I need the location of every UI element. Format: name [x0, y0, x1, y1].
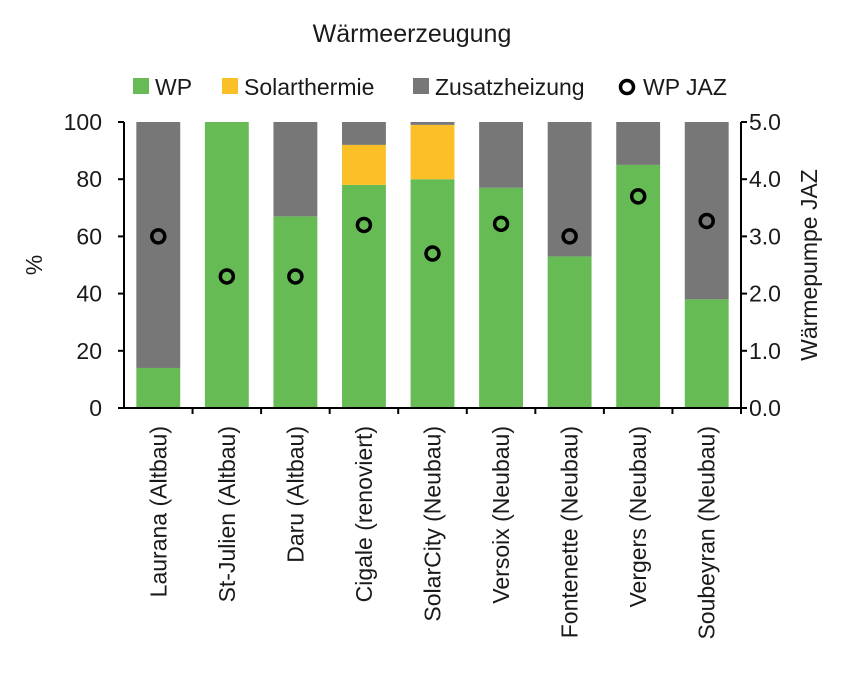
- left-tick-label: 60: [76, 223, 102, 249]
- bar-wp-vergers-neubau: [616, 164, 661, 408]
- legend: WP Solarthermie Zusatzheizung WP JAZ: [133, 74, 727, 100]
- bar-wp-st-julien-altbau: [204, 122, 249, 408]
- jaz-marker-laurana-altbau: [150, 228, 167, 245]
- jaz-marker-daru-altbau: [287, 268, 304, 285]
- right-axis-ticks: 0.0 1.0 2.0 3.0 4.0 5.0: [741, 109, 781, 421]
- left-tick-label: 0: [89, 395, 102, 421]
- y-axis-title-right: Wärmepumpe JAZ: [796, 169, 822, 361]
- legend-marker-wp-jaz-icon: [618, 78, 636, 96]
- bar-wp-soubeyran-neubau: [684, 299, 729, 408]
- bar-solarthermie-cigale-renoviert: [342, 144, 386, 185]
- legend-label-zusatzheizung: Zusatzheizung: [435, 74, 585, 100]
- x-tick-label-vergers-neubau: Vergers (Neubau): [625, 426, 651, 608]
- jaz-marker-fontenette-neubau: [561, 228, 578, 245]
- jaz-marker-soubeyran-neubau: [698, 212, 715, 230]
- left-axis-ticks: 0 20 40 60 80 100: [64, 109, 124, 421]
- bar-wp-solarcity-neubau: [410, 179, 455, 408]
- bar-wp-versoix-neubau: [479, 187, 523, 408]
- legend-item-wp-jaz: WP JAZ: [618, 74, 727, 100]
- chart-title: Wärmeerzeugung: [313, 20, 512, 48]
- right-tick-label: 2.0: [749, 281, 781, 307]
- right-tick-label: 4.0: [749, 166, 781, 192]
- legend-swatch-solarthermie: [222, 78, 238, 94]
- jaz-marker-versoix-neubau: [492, 215, 510, 233]
- legend-item-zusatzheizung: Zusatzheizung: [413, 74, 585, 100]
- bar-zusatzheizung-vergers-neubau: [616, 122, 661, 165]
- x-axis-labels: Laurana (Altbau) St-Julien (Altbau) Daru (…: [145, 408, 742, 640]
- left-tick-label: 20: [76, 338, 102, 364]
- right-tick-label: 1.0: [749, 338, 781, 364]
- bar-wp-laurana-altbau: [136, 367, 181, 408]
- legend-label-wp-jaz: WP JAZ: [643, 74, 727, 100]
- bar-zusatzheizung-fontenette-neubau: [547, 122, 592, 257]
- legend-item-solarthermie: Solarthermie: [222, 74, 374, 100]
- x-tick-label-laurana-altbau: Laurana (Altbau): [145, 426, 171, 597]
- bar-solarthermie-solarcity-neubau: [410, 124, 455, 180]
- bar-zusatzheizung-daru-altbau: [273, 122, 318, 217]
- x-tick-label-soubeyran-neubau: Soubeyran (Neubau): [694, 426, 720, 640]
- right-tick-label: 3.0: [749, 223, 781, 249]
- right-tick-label: 5.0: [749, 109, 781, 135]
- legend-swatch-zusatzheizung: [413, 78, 429, 94]
- legend-item-wp: WP: [133, 74, 192, 100]
- bar-zusatzheizung-solarcity-neubau: [410, 122, 455, 125]
- bar-wp-daru-altbau: [273, 216, 318, 408]
- x-tick-label-solarcity-neubau: SolarCity (Neubau): [420, 426, 446, 622]
- bar-zusatzheizung-cigale-renoviert: [342, 122, 386, 145]
- y-axis-title-left: %: [21, 255, 47, 275]
- bar-zusatzheizung-soubeyran-neubau: [684, 122, 729, 300]
- jaz-marker-vergers-neubau: [629, 188, 647, 205]
- legend-swatch-wp: [133, 78, 149, 94]
- right-tick-label: 0.0: [749, 395, 781, 421]
- x-tick-label-versoix-neubau: Versoix (Neubau): [488, 426, 514, 604]
- left-tick-label: 100: [64, 109, 102, 135]
- bar-zusatzheizung-versoix-neubau: [479, 122, 523, 188]
- jaz-marker-st-julien-altbau: [218, 268, 236, 285]
- bar-wp-cigale-renoviert: [342, 184, 386, 408]
- axes: [123, 122, 742, 409]
- legend-label-wp: WP: [155, 74, 192, 100]
- x-tick-label-fontenette-neubau: Fontenette (Neubau): [557, 426, 583, 638]
- x-tick-label-daru-altbau: Daru (Altbau): [282, 426, 308, 563]
- jaz-marker-cigale-renoviert: [355, 216, 373, 234]
- x-tick-label-cigale-renoviert: Cigale (renoviert): [351, 426, 377, 602]
- jaz-markers: [150, 188, 715, 285]
- left-tick-label: 40: [76, 281, 102, 307]
- bar-wp-fontenette-neubau: [547, 256, 592, 408]
- legend-label-solarthermie: Solarthermie: [244, 74, 374, 100]
- bar-zusatzheizung-laurana-altbau: [136, 122, 181, 368]
- x-tick-label-st-julien-altbau: St-Julien (Altbau): [214, 426, 240, 602]
- bars: [136, 122, 729, 408]
- left-tick-label: 80: [76, 166, 102, 192]
- jaz-marker-solarcity-neubau: [424, 245, 441, 262]
